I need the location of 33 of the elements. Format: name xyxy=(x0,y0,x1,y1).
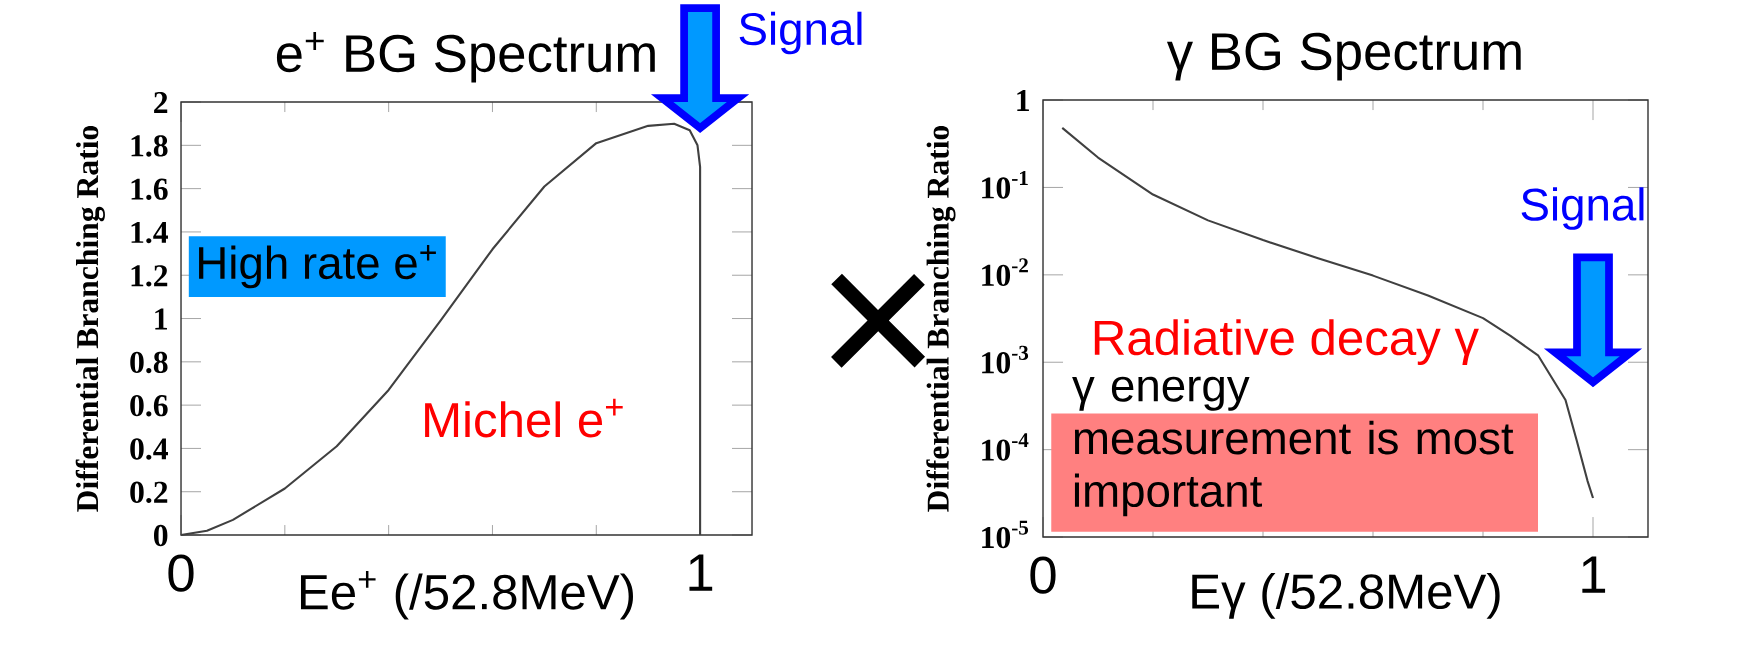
y-tick-label: 10$^{-3}$ xyxy=(982,345,1029,374)
annotation: High rate e$^{+}$ xyxy=(199,244,436,289)
y-tick-label: 1 xyxy=(1017,90,1029,111)
y-tick-label: 1 xyxy=(155,308,167,330)
y-axis-title: Differential Branching Ratio xyxy=(926,125,956,512)
y-tick-label: 10$^{-4}$ xyxy=(982,433,1029,461)
y-tick-label: 10$^{-1}$ xyxy=(982,170,1028,199)
y-tick-label: 0.4 xyxy=(130,438,168,460)
chart-title: e$^{+}$ BG Spectrum xyxy=(276,32,655,83)
y-tick-label: 0.8 xyxy=(130,351,168,374)
x-tick-label: 1 xyxy=(689,554,713,591)
x-axis-title: Ee$^{+}$ (/52.8MeV) xyxy=(300,570,633,620)
y-tick-label: 0.2 xyxy=(130,481,168,504)
y-tick-label: 10$^{-2}$ xyxy=(982,258,1028,287)
y-tick-label: 2 xyxy=(154,91,168,113)
annotation: Signal xyxy=(1521,187,1644,230)
text: Signal xyxy=(739,11,862,55)
y-tick-label: 1.6 xyxy=(131,178,168,200)
x-tick-label: 0 xyxy=(1030,556,1056,594)
y-tick-label: 10$^{-5}$ xyxy=(982,520,1029,549)
y-tick-label: 1.4 xyxy=(131,221,168,244)
x-tick-label: 1 xyxy=(1582,556,1606,593)
annotation: Michel e$^{+}$ xyxy=(425,398,623,438)
y-tick-label: 0 xyxy=(154,524,168,547)
chart-title: γ BG Spectrum xyxy=(1166,32,1521,81)
y-tick-label: 1.2 xyxy=(131,265,168,287)
x-axis-title: Eγ (/52.8MeV) xyxy=(1192,572,1500,619)
y-tick-label: 1.8 xyxy=(131,135,168,157)
annotation: γ energy measurement is most important xyxy=(1072,376,1514,517)
annotation: Radiative decay γ xyxy=(1094,319,1479,366)
text: × xyxy=(831,273,926,368)
y-axis-title: Differential Branching Ratio xyxy=(75,125,105,512)
y-tick-label: 0.6 xyxy=(130,394,168,417)
